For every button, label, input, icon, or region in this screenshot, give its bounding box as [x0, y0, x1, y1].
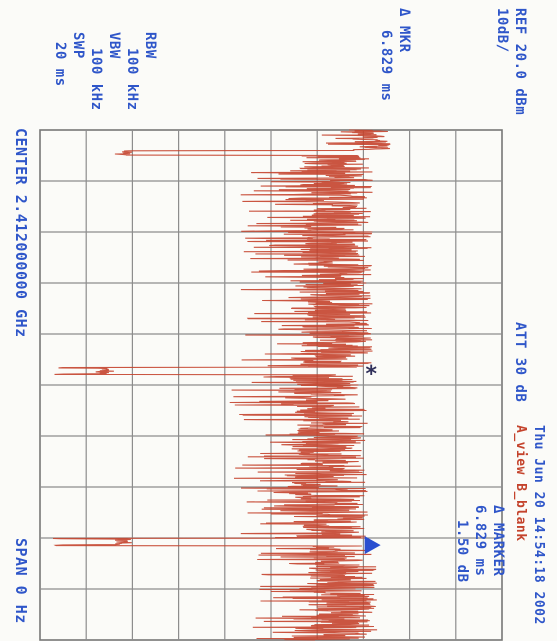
graticule	[39, 129, 503, 641]
markers: *	[364, 362, 381, 555]
vbw-label: VBW	[106, 32, 122, 59]
reference-marker: *	[365, 362, 378, 387]
rbw-label: RBW	[142, 32, 158, 59]
swp-label: SWP	[70, 32, 86, 59]
rbw-value: 100 kHz	[124, 48, 140, 111]
delta-marker-triangle	[364, 536, 381, 555]
center-frequency-label: CENTER 2.412000000 GHz	[12, 128, 30, 338]
trace-mode-label: A_view B_blank	[513, 425, 528, 542]
ref-level-label: REF 20.0 dBm	[512, 8, 528, 116]
delta-marker-value: 6.829 ms	[378, 30, 394, 102]
span-label: SPAN 0 Hz	[12, 538, 30, 624]
trace-a	[52, 129, 391, 641]
swp-value: 20 ms	[52, 42, 68, 87]
scale-label: 10dB/	[494, 8, 510, 53]
marker-panel-title: Δ MARKER	[490, 505, 506, 577]
delta-marker-label: Δ MKR	[396, 8, 412, 53]
marker-panel-level: 1.50 dB	[454, 520, 470, 583]
vbw-value: 100 kHz	[88, 48, 104, 111]
attenuation-label: ATT 30 dB	[512, 322, 528, 403]
trace-line	[52, 129, 391, 641]
marker-panel-time: 6.829 ms	[472, 505, 488, 577]
date-time-label: Thu Jun 20 14:54:18 2002	[531, 425, 546, 625]
